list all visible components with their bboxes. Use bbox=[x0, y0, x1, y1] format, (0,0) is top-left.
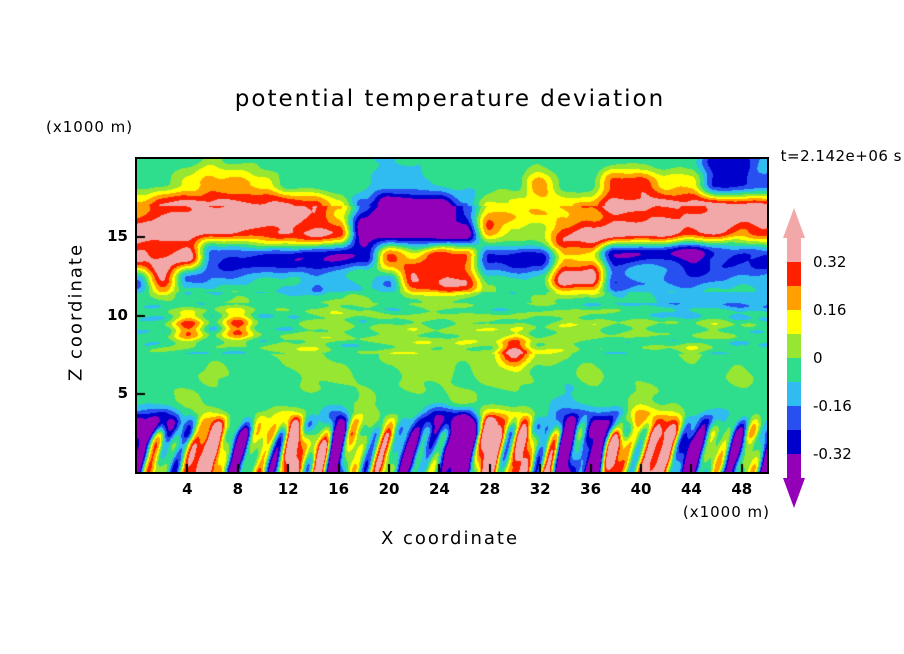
chart-title: potential temperature deviation bbox=[234, 86, 666, 112]
x-tick-label: 32 bbox=[529, 480, 551, 498]
time-label: t=2.142e+06 s bbox=[780, 147, 902, 165]
colorbar-label: 0 bbox=[813, 349, 823, 367]
x-axis-title: X coordinate bbox=[380, 528, 520, 549]
colorbar-label: 0.16 bbox=[813, 301, 847, 319]
x-tick-label: 28 bbox=[479, 480, 501, 498]
colorbar-segment bbox=[787, 382, 801, 406]
colorbar-label: -0.16 bbox=[813, 397, 852, 415]
x-tick-label: 8 bbox=[232, 480, 244, 498]
x-tick-label: 16 bbox=[328, 480, 350, 498]
y-tick-label: 5 bbox=[117, 383, 128, 402]
y-tick-label: 10 bbox=[107, 305, 128, 324]
x-tick-label: 48 bbox=[731, 480, 753, 498]
colorbar-segment bbox=[787, 358, 801, 382]
x-tick-label: 20 bbox=[378, 480, 400, 498]
y-axis-title: Z coordinate bbox=[65, 242, 87, 382]
x-tick-label: 44 bbox=[680, 480, 702, 498]
colorbar-arrow-high-icon bbox=[783, 208, 805, 238]
colorbar-segment bbox=[787, 454, 801, 478]
colorbar-segment bbox=[787, 406, 801, 430]
x-tick-label: 40 bbox=[630, 480, 652, 498]
colorbar-segment bbox=[787, 286, 801, 310]
x-tick-label: 4 bbox=[182, 480, 193, 498]
colorbar-label: -0.32 bbox=[813, 445, 852, 463]
colorbar-segment bbox=[787, 238, 801, 262]
x-tick-label: 24 bbox=[428, 480, 450, 498]
plot-area bbox=[135, 157, 769, 474]
x-axis-units-label: (x1000 m) bbox=[682, 503, 770, 521]
y-tick-label: 15 bbox=[107, 227, 128, 246]
colorbar-arrow-low-icon bbox=[783, 478, 805, 508]
colorbar-segment bbox=[787, 310, 801, 334]
colorbar-segments bbox=[787, 238, 801, 478]
x-tick-label: 36 bbox=[580, 480, 602, 498]
colorbar-segment bbox=[787, 334, 801, 358]
colorbar: 0.32 0.16 0 -0.16 -0.32 bbox=[783, 208, 863, 508]
colorbar-segment bbox=[787, 262, 801, 286]
colorbar-label: 0.32 bbox=[813, 253, 847, 271]
y-tick-labels: 5 10 15 bbox=[88, 159, 128, 472]
x-tick-label: 12 bbox=[277, 480, 299, 498]
y-axis-units-label: (x1000 m) bbox=[46, 118, 134, 136]
colorbar-segment bbox=[787, 430, 801, 454]
x-tick-labels: 4 8 12 16 20 24 28 32 36 40 44 48 bbox=[137, 480, 767, 500]
contour-field-canvas bbox=[137, 159, 767, 472]
